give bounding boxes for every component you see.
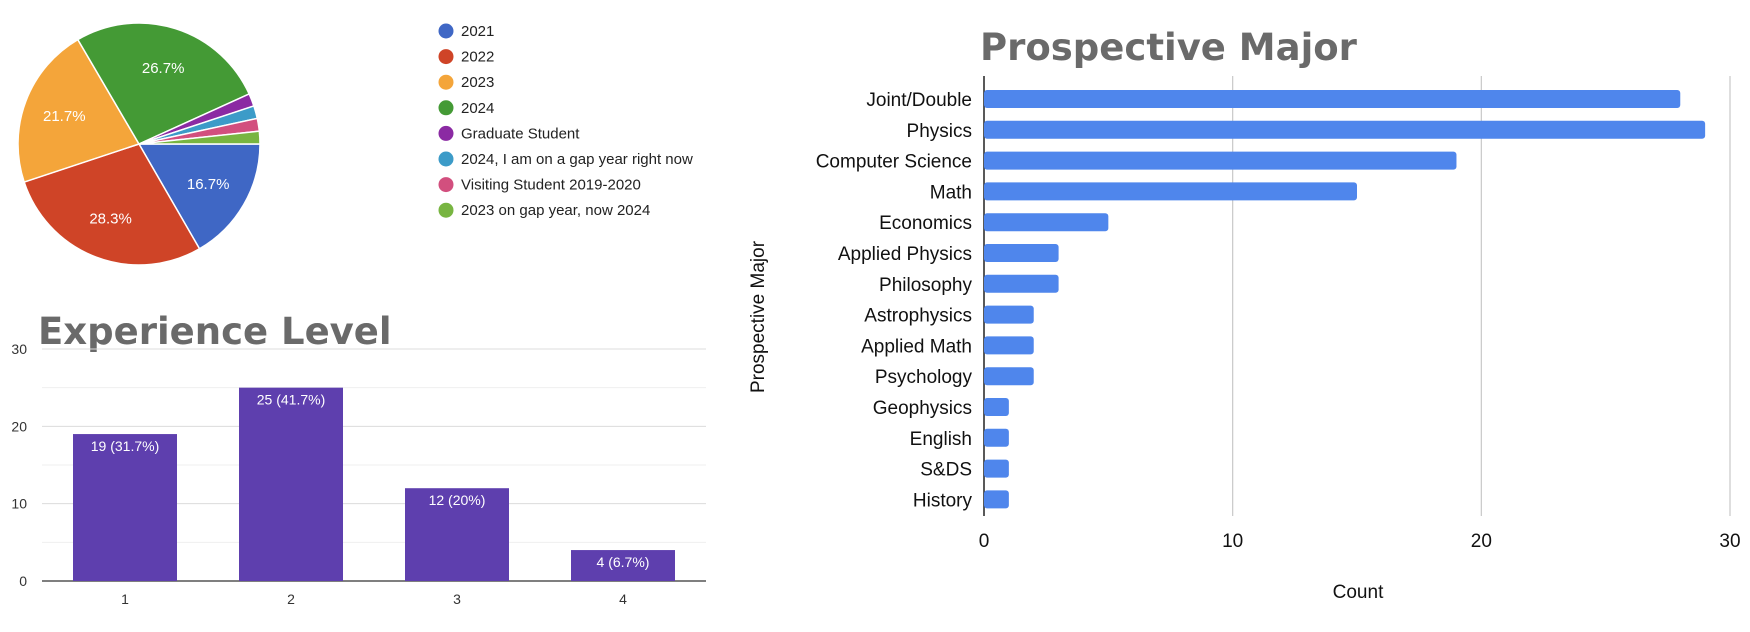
y-tick-label: 20 [11, 418, 27, 434]
bar [405, 488, 509, 581]
category-label: History [913, 490, 973, 511]
category-label: S&DS [920, 460, 972, 481]
pie-slice [23, 143, 201, 266]
y-tick-label: 30 [11, 341, 27, 357]
category-label: English [910, 429, 972, 450]
category-label: Astrophysics [864, 306, 972, 327]
pie-slice [137, 143, 261, 250]
pie-slice-label: 26.7% [142, 60, 185, 77]
bar-data-label: 12 (20%) [429, 492, 486, 508]
legend-swatch [438, 125, 454, 141]
category-label: Physics [907, 121, 972, 142]
category-label: Joint/Double [866, 90, 972, 111]
pie-slice-label: 16.7% [187, 176, 230, 193]
category-label: Applied Physics [838, 244, 972, 265]
bar [984, 90, 1681, 108]
pie-slice-label: 28.3% [89, 211, 132, 228]
experience-chart-title: Experience Level [38, 310, 392, 353]
y-tick-label: 0 [19, 573, 27, 589]
pie-legend: 2021 2022 2023 2024 Graduate Student 2024, I … [438, 23, 693, 219]
pie-chart: 16.7% 28.3% 21.7% 26.7% [17, 22, 261, 266]
major-bar-chart: 0 10 20 30 Joint/Double Physics Computer Scien… [816, 76, 1741, 552]
x-tick-label: 20 [1471, 531, 1492, 552]
category-label: Geophysics [873, 398, 972, 419]
bar [984, 244, 1059, 262]
y-tick-label: 10 [11, 496, 27, 512]
bar [239, 387, 343, 581]
legend-swatch [438, 23, 454, 39]
x-tick-label: 4 [619, 591, 627, 607]
legend-item-label: Visiting Student 2019-2020 [461, 177, 641, 194]
legend-item-label: Graduate Student [461, 125, 580, 142]
legend-swatch [438, 49, 454, 65]
bar [984, 120, 1706, 139]
pie-slice-label: 21.7% [43, 108, 86, 125]
x-tick-label: 1 [121, 591, 129, 607]
legend-swatch [438, 202, 454, 218]
major-y-axis-title: Prospective Major [748, 240, 769, 393]
legend-item-label: 2021 [461, 23, 494, 40]
category-label: Philosophy [879, 275, 972, 296]
category-label: Psychology [875, 367, 973, 388]
x-tick-label: 10 [1222, 531, 1243, 552]
bar [984, 459, 1009, 478]
legend-item-label: 2024 [461, 100, 494, 117]
x-tick-label: 30 [1719, 531, 1740, 552]
bar-data-label: 4 (6.7%) [597, 554, 650, 570]
legend-swatch [438, 177, 454, 193]
category-label: Math [930, 182, 972, 203]
legend-swatch [438, 100, 454, 116]
experience-bar-chart: 0 10 20 30 19 (31.7%) 1 25 (41.7%) 2 12 (20%) 3 4 … [11, 341, 706, 607]
pie-slice [76, 22, 251, 145]
bar [73, 434, 177, 581]
bar [984, 305, 1034, 324]
pie-slice [138, 130, 261, 145]
x-tick-label: 0 [979, 531, 990, 552]
legend-item-label: 2024, I am on a gap year right now [461, 151, 693, 168]
x-tick-label: 3 [453, 591, 461, 607]
legend-item-label: 2023 on gap year, now 2024 [461, 202, 650, 219]
major-chart-title: Prospective Major [980, 26, 1358, 69]
category-label: Applied Math [861, 336, 972, 357]
major-x-axis-title: Count [1333, 582, 1384, 603]
bar [984, 428, 1009, 447]
x-tick-label: 2 [287, 591, 295, 607]
legend-item-label: 2022 [461, 49, 494, 66]
bar-data-label: 25 (41.7%) [257, 392, 325, 408]
bar [571, 550, 675, 581]
category-label: Economics [879, 213, 972, 234]
bar-data-label: 19 (31.7%) [91, 438, 159, 454]
legend-item-label: 2023 [461, 74, 494, 91]
legend-swatch [438, 74, 454, 90]
bar [984, 213, 1109, 232]
category-label: Computer Science [816, 152, 972, 173]
bar [984, 182, 1357, 201]
pie-slice [17, 38, 141, 183]
bar [984, 274, 1059, 293]
bar [984, 490, 1009, 509]
bar [984, 367, 1034, 386]
bar [984, 336, 1034, 355]
legend-swatch [438, 151, 454, 167]
bar [984, 398, 1009, 416]
bar [984, 151, 1457, 170]
